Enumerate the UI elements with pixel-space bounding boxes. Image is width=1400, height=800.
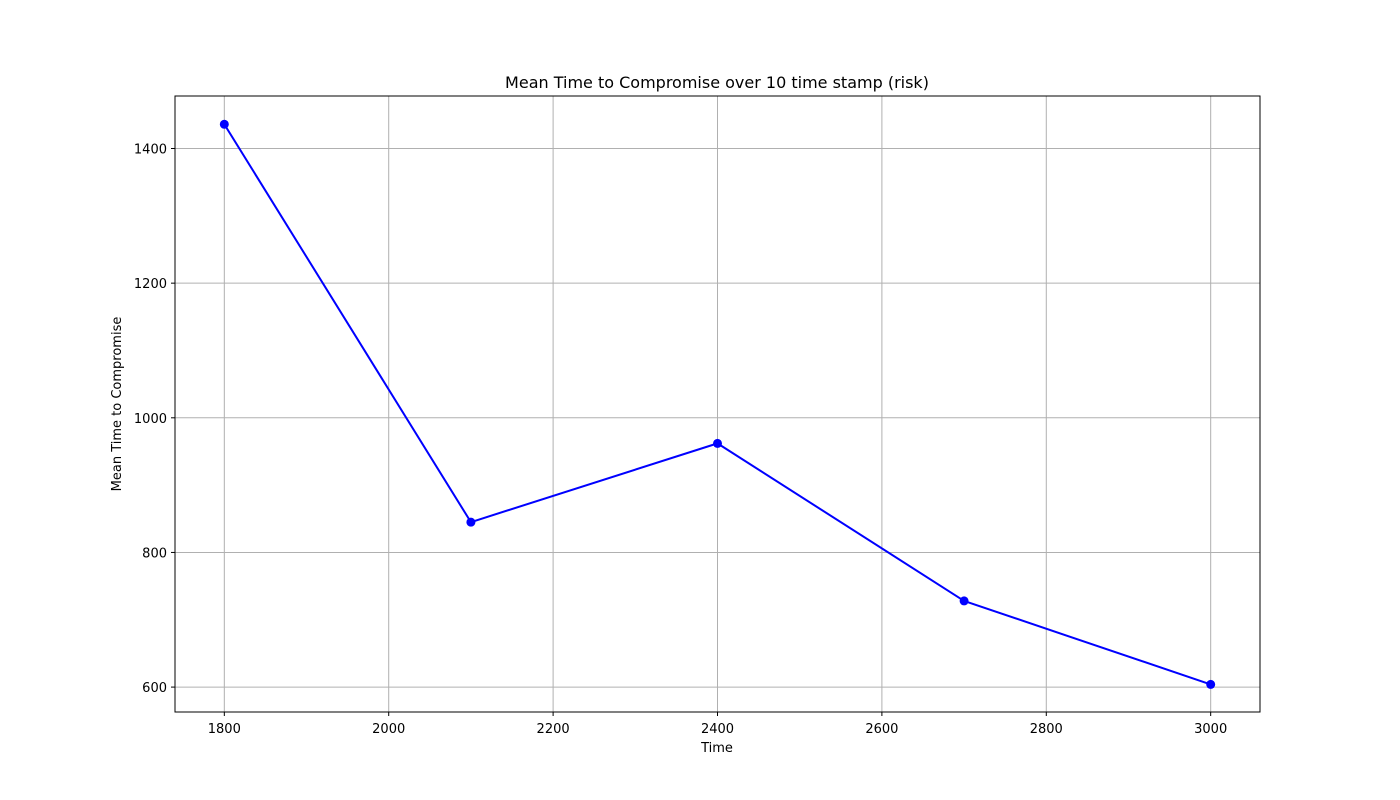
x-axis-ticks: 1800 2000 2200 2400 2600 2800 3000 [208, 712, 1227, 737]
data-point [959, 596, 969, 606]
data-series [219, 119, 1216, 689]
y-tick-label: 1000 [134, 412, 167, 427]
x-tick-label: 2000 [372, 722, 405, 737]
grid [175, 96, 1260, 712]
data-point [219, 119, 229, 129]
x-tick-label: 2800 [1030, 722, 1063, 737]
data-point [1206, 679, 1216, 689]
y-axis-ticks: 600 800 1000 1200 1400 [134, 143, 175, 696]
x-tick-label: 2400 [701, 722, 734, 737]
y-tick-label: 1400 [134, 143, 167, 158]
y-tick-label: 800 [142, 546, 167, 561]
y-tick-label: 600 [142, 681, 167, 696]
x-tick-label: 2600 [865, 722, 898, 737]
data-point [466, 517, 476, 527]
y-axis-label: Mean Time to Compromise [110, 317, 125, 492]
data-point [713, 438, 722, 448]
x-tick-label: 3000 [1194, 722, 1227, 737]
x-axis-label: Time [700, 741, 733, 756]
x-tick-label: 1800 [208, 722, 241, 737]
y-tick-label: 1200 [134, 277, 167, 292]
x-tick-label: 2200 [537, 722, 570, 737]
chart-title: Mean Time to Compromise over 10 time sta… [505, 73, 929, 92]
